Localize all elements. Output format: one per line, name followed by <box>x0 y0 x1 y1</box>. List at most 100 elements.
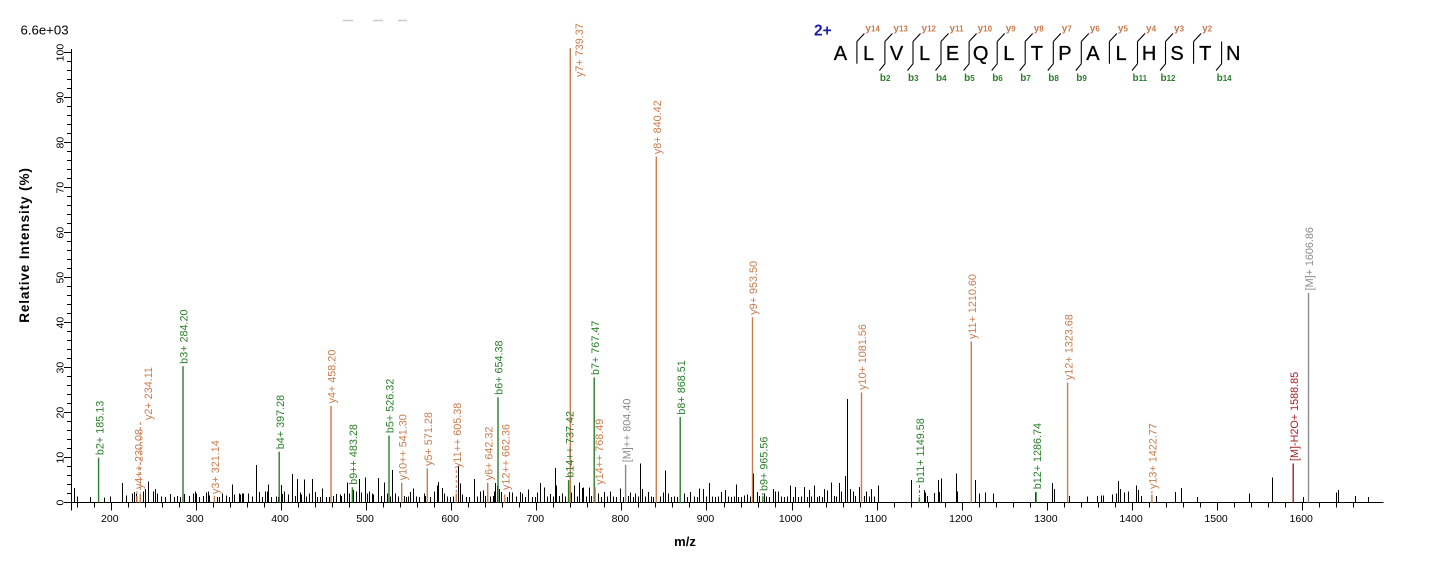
svg-text:b7+ 767.47: b7+ 767.47 <box>590 321 602 375</box>
svg-text:600: 600 <box>441 513 459 525</box>
svg-text:y11++ 605.38: y11++ 605.38 <box>452 403 464 468</box>
svg-text:y5: y5 <box>1118 24 1129 35</box>
svg-text:b12: b12 <box>1161 73 1177 84</box>
svg-text:1600: 1600 <box>1290 513 1314 525</box>
svg-text:y12++ 662.36: y12++ 662.36 <box>501 424 513 490</box>
svg-text:T: T <box>1199 43 1211 65</box>
svg-text:y5+ 571.28: y5+ 571.28 <box>423 412 435 466</box>
svg-text:0: 0 <box>55 500 67 506</box>
svg-text:Q: Q <box>973 43 989 65</box>
svg-text:y14: y14 <box>865 24 880 35</box>
svg-text:b14: b14 <box>1217 73 1233 84</box>
svg-text:L: L <box>1003 43 1014 65</box>
svg-text:b6+ 654.38: b6+ 654.38 <box>494 340 506 394</box>
svg-text:S: S <box>1170 43 1183 65</box>
svg-text:y9+ 953.50: y9+ 953.50 <box>748 261 760 315</box>
svg-text:2+: 2+ <box>814 23 832 40</box>
svg-text:b11+ 1149.58: b11+ 1149.58 <box>915 418 927 483</box>
svg-text:b11: b11 <box>1133 73 1148 84</box>
svg-text:b6: b6 <box>992 73 1003 84</box>
svg-text:y8: y8 <box>1034 24 1045 35</box>
svg-text:1000: 1000 <box>779 513 803 525</box>
svg-text:b2+ 185.13: b2+ 185.13 <box>94 401 106 455</box>
svg-text:b8: b8 <box>1048 73 1059 84</box>
svg-text:b3: b3 <box>908 73 919 84</box>
svg-text:200: 200 <box>101 513 119 525</box>
svg-text:1400: 1400 <box>1119 513 1143 525</box>
svg-text:1500: 1500 <box>1204 513 1228 525</box>
svg-text:A: A <box>834 43 848 65</box>
svg-text:y2+ 234.11: y2+ 234.11 <box>143 367 155 420</box>
svg-text:y10++ 541.30: y10++ 541.30 <box>397 414 409 480</box>
svg-text:y8+ 840.42: y8+ 840.42 <box>652 100 664 154</box>
svg-text:b12+ 1286.74: b12+ 1286.74 <box>1032 423 1044 489</box>
svg-text:1100: 1100 <box>864 513 887 525</box>
svg-text:[M]++ 804.40: [M]++ 804.40 <box>621 399 633 463</box>
svg-text:E: E <box>946 43 959 65</box>
svg-text:y4: y4 <box>1146 24 1157 35</box>
svg-text:H: H <box>1142 43 1156 65</box>
svg-text:y10+ 1081.56: y10+ 1081.56 <box>857 324 869 390</box>
svg-text:900: 900 <box>697 513 715 525</box>
svg-text:y2: y2 <box>1202 24 1213 35</box>
svg-text:500: 500 <box>356 513 374 525</box>
svg-text:1300: 1300 <box>1034 513 1058 525</box>
svg-text:T: T <box>1031 43 1043 65</box>
svg-text:300: 300 <box>186 513 204 525</box>
svg-text:20: 20 <box>55 407 67 419</box>
svg-text:y9: y9 <box>1006 24 1017 35</box>
svg-text:800: 800 <box>612 513 630 525</box>
svg-text:70: 70 <box>55 182 67 194</box>
svg-text:y4++ 230.08: y4++ 230.08 <box>134 429 146 489</box>
svg-text:b8+ 868.51: b8+ 868.51 <box>676 360 688 414</box>
svg-text:10: 10 <box>55 452 67 464</box>
svg-text:V: V <box>890 43 904 65</box>
svg-text:80: 80 <box>55 137 67 149</box>
svg-text:b7: b7 <box>1020 73 1031 84</box>
svg-text:y11: y11 <box>950 24 965 35</box>
svg-text:b4: b4 <box>936 73 947 84</box>
svg-text:b9: b9 <box>1076 73 1087 84</box>
svg-text:y11+ 1210.60: y11+ 1210.60 <box>967 274 979 339</box>
svg-text:50: 50 <box>55 272 67 284</box>
svg-text:1200: 1200 <box>949 513 973 525</box>
svg-text:b3+ 284.20: b3+ 284.20 <box>179 309 191 363</box>
svg-text:60: 60 <box>55 227 67 239</box>
svg-text:L: L <box>1115 43 1126 65</box>
svg-text:y13: y13 <box>893 24 908 35</box>
svg-text:P: P <box>1058 43 1071 65</box>
svg-text:y13+ 1422.77: y13+ 1422.77 <box>1148 423 1160 489</box>
svg-text:b9+ 965.56: b9+ 965.56 <box>759 437 771 491</box>
svg-text:b14++ 737.42: b14++ 737.42 <box>564 411 576 478</box>
svg-text:L: L <box>919 43 930 65</box>
svg-text:y4+ 458.20: y4+ 458.20 <box>327 350 339 404</box>
svg-text:y7: y7 <box>1062 24 1073 35</box>
svg-text:30: 30 <box>55 362 67 374</box>
svg-text:y10: y10 <box>978 24 993 35</box>
svg-text:N: N <box>1226 43 1240 65</box>
svg-text:L: L <box>863 43 874 65</box>
svg-text:90: 90 <box>55 92 67 104</box>
svg-text:b5+ 526.32: b5+ 526.32 <box>385 379 397 433</box>
svg-text:100: 100 <box>55 44 67 62</box>
svg-text:6.6e+03: 6.6e+03 <box>21 23 69 38</box>
svg-text:40: 40 <box>55 317 67 329</box>
svg-text:400: 400 <box>271 513 289 525</box>
svg-text:b2: b2 <box>880 73 891 84</box>
svg-text:y6: y6 <box>1090 24 1101 35</box>
svg-text:b5: b5 <box>964 73 975 84</box>
svg-text:b4+ 397.28: b4+ 397.28 <box>275 395 287 449</box>
svg-text:y6+ 642.32: y6+ 642.32 <box>483 427 495 481</box>
svg-text:y14++ 768.49: y14++ 768.49 <box>594 419 606 485</box>
svg-text:y3: y3 <box>1174 24 1185 35</box>
svg-text:Relative Intensity (%): Relative Intensity (%) <box>17 167 32 323</box>
svg-text:[M]-H2O+ 1588.85: [M]-H2O+ 1588.85 <box>1289 372 1301 461</box>
svg-text:700: 700 <box>527 513 545 525</box>
svg-text:[M]+ 1606.86: [M]+ 1606.86 <box>1304 227 1316 290</box>
svg-text:y12: y12 <box>922 24 937 35</box>
svg-text:A: A <box>1086 43 1100 65</box>
svg-text:y3+ 321.14: y3+ 321.14 <box>210 440 222 494</box>
svg-text:y12+ 1323.68: y12+ 1323.68 <box>1063 314 1075 380</box>
svg-text:y7+ 739.37: y7+ 739.37 <box>574 23 586 77</box>
svg-text:m/z: m/z <box>674 534 696 549</box>
